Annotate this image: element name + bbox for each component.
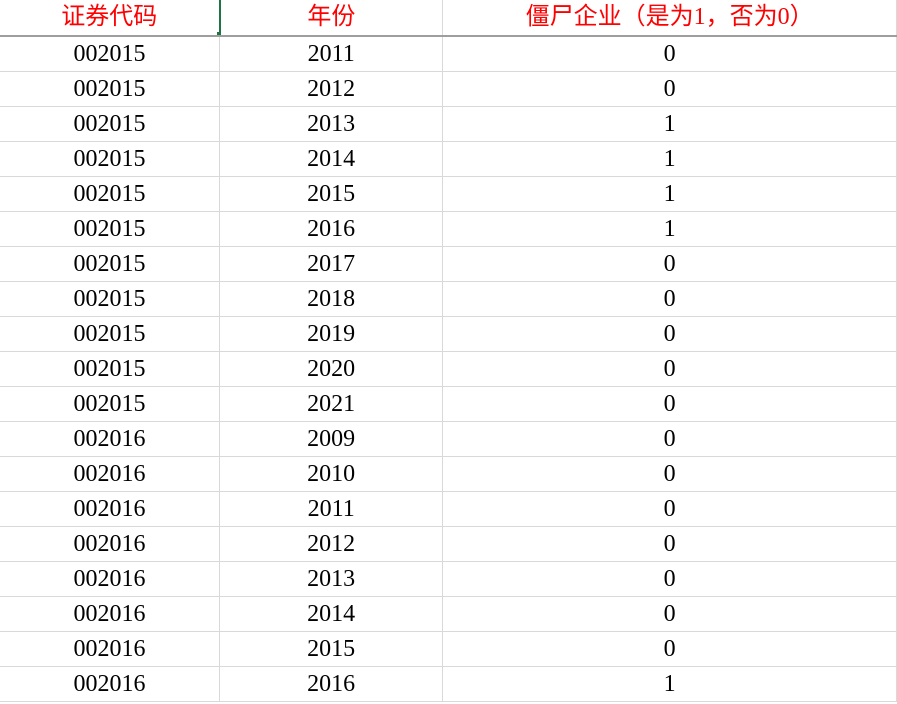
stock-code-cell[interactable]: 002015 bbox=[0, 71, 221, 107]
table-row: 002015 2018 0 bbox=[0, 281, 897, 317]
header-cell-stock-code[interactable]: 证券代码 bbox=[0, 0, 221, 37]
zombie-flag-cell[interactable]: 0 bbox=[442, 351, 897, 387]
table-row: 002016 2010 0 bbox=[0, 456, 897, 492]
year-cell[interactable]: 2015 bbox=[219, 176, 444, 212]
stock-code-cell[interactable]: 002016 bbox=[0, 631, 221, 667]
table-row: 002016 2009 0 bbox=[0, 421, 897, 457]
zombie-flag-cell[interactable]: 0 bbox=[442, 421, 897, 457]
zombie-flag-cell[interactable]: 0 bbox=[442, 526, 897, 562]
fill-handle[interactable] bbox=[215, 31, 218, 34]
header-cell-year[interactable]: 年份 bbox=[219, 0, 444, 37]
stock-code-cell[interactable]: 002015 bbox=[0, 246, 221, 282]
stock-code-cell[interactable]: 002015 bbox=[0, 316, 221, 352]
table-row: 002015 2016 1 bbox=[0, 211, 897, 247]
stock-code-cell[interactable]: 002016 bbox=[0, 596, 221, 632]
year-cell[interactable]: 2009 bbox=[219, 421, 444, 457]
header-text: 证券代码 bbox=[61, 4, 158, 30]
stock-code-cell[interactable]: 002016 bbox=[0, 456, 221, 492]
zombie-flag-cell[interactable]: 0 bbox=[442, 71, 897, 107]
zombie-flag-cell[interactable]: 0 bbox=[442, 596, 897, 632]
stock-code-cell[interactable]: 002015 bbox=[0, 281, 221, 317]
table-row: 002016 2015 0 bbox=[0, 631, 897, 667]
table-row: 002015 2020 0 bbox=[0, 351, 897, 387]
zombie-flag-cell[interactable]: 0 bbox=[442, 386, 897, 422]
stock-code-cell[interactable]: 002015 bbox=[0, 106, 221, 142]
year-cell[interactable]: 2012 bbox=[219, 71, 444, 107]
table-row: 002015 2017 0 bbox=[0, 246, 897, 282]
table-row: 002016 2014 0 bbox=[0, 596, 897, 632]
year-cell[interactable]: 2014 bbox=[219, 596, 444, 632]
zombie-flag-cell[interactable]: 0 bbox=[442, 246, 897, 282]
year-cell[interactable]: 2020 bbox=[219, 351, 444, 387]
stock-code-cell[interactable]: 002015 bbox=[0, 351, 221, 387]
year-cell[interactable]: 2019 bbox=[219, 316, 444, 352]
table-row: 002015 2014 1 bbox=[0, 141, 897, 177]
table-row: 002015 2013 1 bbox=[0, 106, 897, 142]
year-cell[interactable]: 2018 bbox=[219, 281, 444, 317]
stock-code-cell[interactable]: 002015 bbox=[0, 176, 221, 212]
year-cell[interactable]: 2017 bbox=[219, 246, 444, 282]
table-row: 002015 2015 1 bbox=[0, 176, 897, 212]
year-cell[interactable]: 2011 bbox=[219, 491, 444, 527]
stock-code-cell[interactable]: 002016 bbox=[0, 666, 221, 702]
zombie-flag-cell[interactable]: 0 bbox=[442, 281, 897, 317]
stock-code-cell[interactable]: 002015 bbox=[0, 141, 221, 177]
zombie-flag-cell[interactable]: 1 bbox=[442, 211, 897, 247]
stock-code-cell[interactable]: 002016 bbox=[0, 526, 221, 562]
stock-code-cell[interactable]: 002015 bbox=[0, 386, 221, 422]
header-cell-zombie[interactable]: 僵尸企业（是为1，否为0） bbox=[442, 0, 897, 37]
stock-code-cell[interactable]: 002016 bbox=[0, 561, 221, 597]
stock-code-cell[interactable]: 002016 bbox=[0, 421, 221, 457]
year-cell[interactable]: 2013 bbox=[219, 106, 444, 142]
zombie-flag-cell[interactable]: 0 bbox=[442, 36, 897, 72]
table-row: 002015 2019 0 bbox=[0, 316, 897, 352]
table-row: 002016 2013 0 bbox=[0, 561, 897, 597]
table-row: 002015 2021 0 bbox=[0, 386, 897, 422]
year-cell[interactable]: 2014 bbox=[219, 141, 444, 177]
zombie-flag-cell[interactable]: 0 bbox=[442, 631, 897, 667]
zombie-flag-cell[interactable]: 0 bbox=[442, 456, 897, 492]
table-row: 002016 2016 1 bbox=[0, 666, 897, 702]
stock-code-cell[interactable]: 002016 bbox=[0, 491, 221, 527]
table-row: 002016 2011 0 bbox=[0, 491, 897, 527]
year-cell[interactable]: 2016 bbox=[219, 211, 444, 247]
year-cell[interactable]: 2010 bbox=[219, 456, 444, 492]
table-row: 002015 2012 0 bbox=[0, 71, 897, 107]
zombie-flag-cell[interactable]: 1 bbox=[442, 106, 897, 142]
zombie-flag-cell[interactable]: 1 bbox=[442, 176, 897, 212]
zombie-flag-cell[interactable]: 0 bbox=[442, 316, 897, 352]
year-cell[interactable]: 2013 bbox=[219, 561, 444, 597]
year-cell[interactable]: 2021 bbox=[219, 386, 444, 422]
year-cell[interactable]: 2016 bbox=[219, 666, 444, 702]
table-row: 002015 2011 0 bbox=[0, 36, 897, 72]
zombie-flag-cell[interactable]: 0 bbox=[442, 561, 897, 597]
table-row: 002016 2012 0 bbox=[0, 526, 897, 562]
stock-code-cell[interactable]: 002015 bbox=[0, 211, 221, 247]
zombie-flag-cell[interactable]: 1 bbox=[442, 666, 897, 702]
zombie-flag-cell[interactable]: 0 bbox=[442, 491, 897, 527]
year-cell[interactable]: 2015 bbox=[219, 631, 444, 667]
header-row: 证券代码 年份 僵尸企业（是为1，否为0） bbox=[0, 0, 897, 37]
stock-code-cell[interactable]: 002015 bbox=[0, 36, 221, 72]
year-cell[interactable]: 2012 bbox=[219, 526, 444, 562]
zombie-flag-cell[interactable]: 1 bbox=[442, 141, 897, 177]
year-cell[interactable]: 2011 bbox=[219, 36, 444, 72]
